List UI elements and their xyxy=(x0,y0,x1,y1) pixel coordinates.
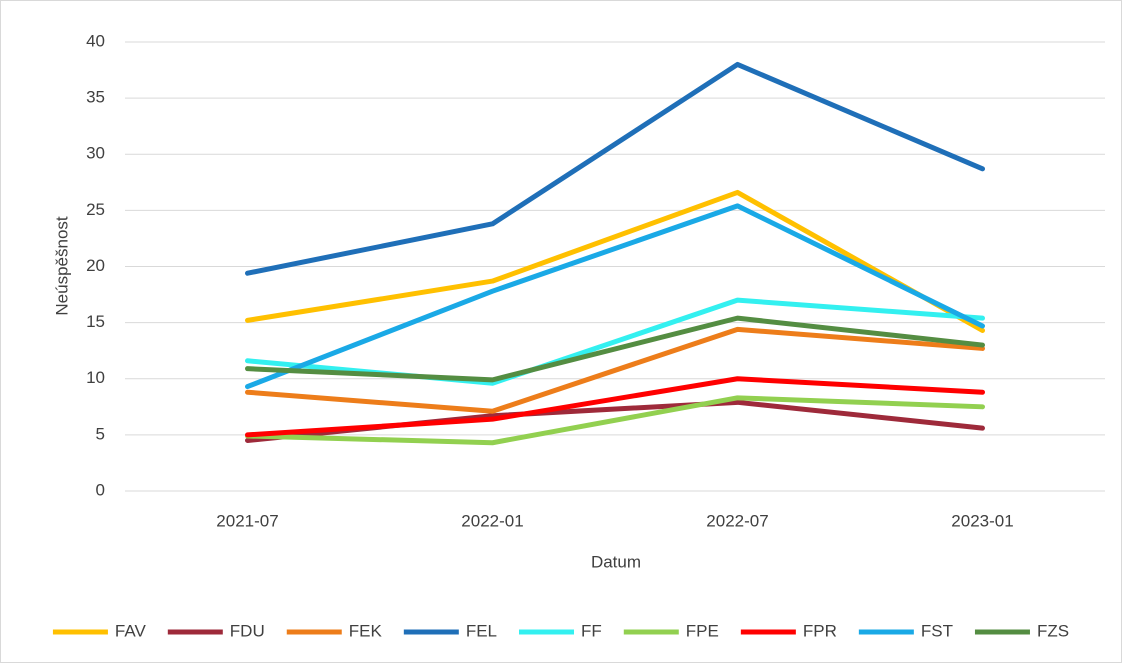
y-tick-label: 25 xyxy=(86,200,105,219)
legend-label: FPR xyxy=(803,621,837,640)
legend-label: FAV xyxy=(115,621,147,640)
y-tick-label: 30 xyxy=(86,144,105,163)
y-tick-label: 40 xyxy=(86,31,105,50)
x-tick-label: 2021-07 xyxy=(216,511,278,530)
series-line xyxy=(245,189,985,333)
legend-label: FDU xyxy=(230,621,265,640)
series-line xyxy=(245,61,985,276)
series-line xyxy=(245,395,985,446)
x-tick-label: 2022-01 xyxy=(461,511,523,530)
legend-label: FPE xyxy=(686,621,719,640)
legend-label: FST xyxy=(921,621,953,640)
legend-label: FF xyxy=(581,621,602,640)
x-tick-label: 2022-07 xyxy=(706,511,768,530)
series-line xyxy=(245,376,985,438)
legend-label: FEL xyxy=(466,621,497,640)
legend-label: FZS xyxy=(1037,621,1069,640)
y-tick-label: 35 xyxy=(86,88,105,107)
y-tick-label: 15 xyxy=(86,312,105,331)
series-line xyxy=(245,203,985,390)
y-tick-label: 0 xyxy=(96,480,105,499)
y-tick-label: 10 xyxy=(86,368,105,387)
y-tick-label: 20 xyxy=(86,256,105,275)
series-line xyxy=(245,315,985,383)
legend-label: FEK xyxy=(349,621,383,640)
x-tick-label: 2023-01 xyxy=(951,511,1013,530)
y-tick-label: 5 xyxy=(96,424,105,443)
x-axis-label: Datum xyxy=(591,552,641,571)
series-line xyxy=(245,326,985,414)
y-axis-label: Neúspěšnost xyxy=(52,216,71,316)
